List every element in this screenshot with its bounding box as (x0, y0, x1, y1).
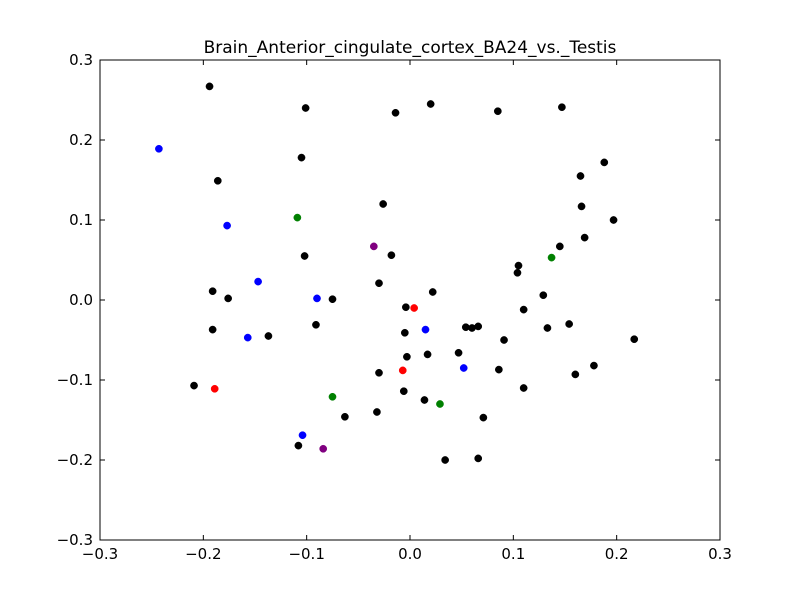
scatter-point (495, 365, 503, 374)
x-tick-label: −0.1 (288, 545, 324, 563)
scatter-point (580, 233, 589, 242)
scatter-point (312, 320, 320, 329)
scatter-point (375, 368, 383, 377)
x-tick-label: 0.2 (605, 545, 629, 563)
scatter-point (565, 320, 573, 328)
plot-frame (99, 59, 721, 541)
scatter-point (293, 213, 302, 222)
scatter-point (571, 370, 580, 379)
scatter-point (313, 294, 321, 303)
scatter-point (577, 202, 586, 211)
scatter-point (590, 361, 598, 370)
y-tick-label: 0.3 (69, 51, 93, 69)
scatter-point (558, 103, 566, 112)
scatter-point (474, 454, 483, 463)
scatter-point (375, 279, 383, 288)
scatter-point (500, 336, 508, 344)
scatter-point (609, 216, 618, 224)
scatter-point (420, 396, 429, 404)
y-tick-label: −0.1 (57, 371, 93, 389)
scatter-point (328, 295, 337, 304)
scatter-point (428, 288, 437, 296)
scatter-point (400, 328, 409, 337)
x-tick-label: 0.3 (708, 545, 732, 563)
x-tick-label: 0.1 (501, 545, 525, 563)
scatter-point (398, 366, 407, 375)
scatter-point (410, 304, 418, 312)
scatter-point (519, 384, 528, 392)
scatter-point (391, 108, 400, 117)
scatter-point (539, 291, 548, 300)
scatter-point (369, 242, 378, 251)
scatter-point (223, 221, 231, 230)
scatter-point (319, 444, 328, 453)
scatter-point (513, 268, 522, 277)
scatter-point (379, 200, 387, 208)
scatter-point (300, 252, 309, 260)
scatter-point (294, 441, 303, 450)
y-tick-label: −0.2 (57, 451, 93, 469)
data-points (155, 82, 639, 464)
x-axis: −0.3 −0.2 −0.1 0.0 0.1 0.2 0.3 (82, 60, 732, 563)
scatter-point (555, 242, 564, 251)
scatter-point (436, 400, 444, 408)
scatter-point (493, 107, 502, 116)
scatter-point (402, 303, 410, 312)
scatter-point (543, 324, 552, 332)
x-tick-label: −0.2 (185, 545, 221, 563)
y-tick-label: 0.1 (69, 211, 93, 229)
scatter-point (547, 253, 556, 262)
scatter-point (254, 277, 262, 286)
scatter-point (190, 381, 198, 390)
y-axis: −0.3 −0.2 −0.1 0.0 0.1 0.2 0.3 (57, 51, 720, 549)
scatter-point (341, 412, 349, 421)
y-tick-label: 0.0 (69, 291, 93, 309)
scatter-point (208, 325, 217, 334)
scatter-point (297, 153, 306, 162)
scatter-point (630, 335, 639, 344)
scatter-point (399, 387, 408, 396)
scatter-point (208, 287, 217, 296)
scatter-point (479, 413, 488, 422)
scatter-point (421, 325, 430, 334)
scatter-point (600, 158, 609, 167)
scatter-point (298, 431, 307, 440)
scatter-point (328, 392, 337, 401)
scatter-point (441, 456, 449, 464)
scatter-point (459, 364, 468, 372)
scatter-point (210, 384, 219, 393)
scatter-point (474, 322, 483, 331)
scatter-point (213, 176, 222, 185)
x-tick-label: 0.0 (398, 545, 422, 563)
scatter-point (243, 333, 252, 342)
scatter-point (454, 348, 463, 357)
chart-title: Brain_Anterior_cingulate_cortex_BA24_vs.… (204, 38, 617, 58)
scatter-point (576, 172, 585, 180)
scatter-point (423, 350, 432, 359)
y-tick-label: −0.3 (57, 531, 93, 549)
plot-area (100, 60, 720, 540)
scatter-point (519, 305, 528, 314)
scatter-point (426, 100, 435, 108)
scatter-point (205, 82, 214, 91)
scatter-point (514, 261, 523, 270)
scatter-point (224, 294, 232, 303)
x-tick-label: −0.3 (82, 545, 118, 563)
scatter-point (264, 332, 273, 340)
scatter-point (387, 251, 396, 260)
scatter-point (373, 408, 381, 416)
scatter-point (155, 144, 163, 153)
y-tick-label: 0.2 (69, 131, 93, 149)
scatter-point (403, 352, 411, 361)
scatter-point (301, 104, 310, 112)
